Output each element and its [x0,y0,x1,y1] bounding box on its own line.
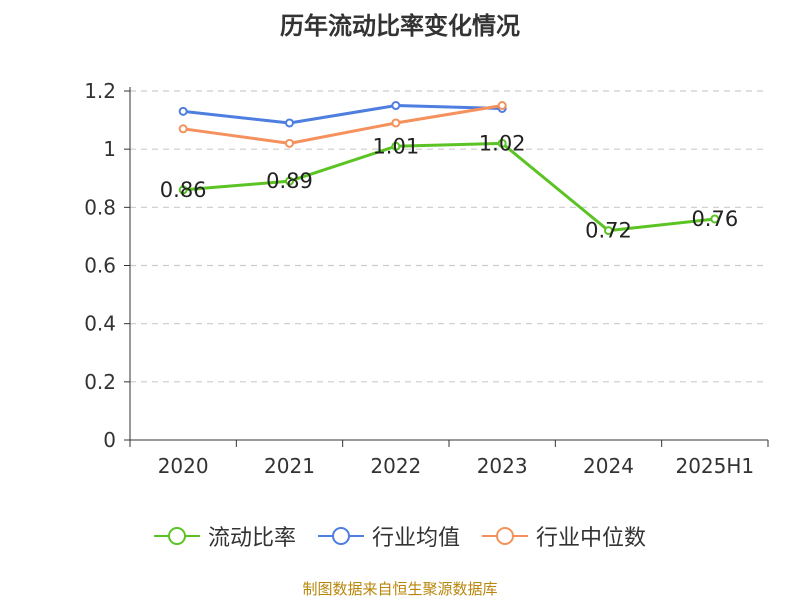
y-tick-label: 0.4 [84,312,116,336]
data-point-industry-median [391,118,401,128]
data-label: 0.72 [585,219,632,243]
x-tick-label: 2020 [158,454,209,478]
x-tick-label: 2023 [477,454,528,478]
x-tick-label: 2024 [583,454,634,478]
data-point-industry-mean [391,101,401,111]
legend-item-current-ratio[interactable]: 流动比率 [153,520,296,552]
data-point-industry-median [178,124,188,134]
x-tick-label: 2025H1 [675,454,754,478]
data-label: 1.02 [479,131,526,155]
axes: 0 0.2 0.4 0.6 0.8 1 1.2 2020 2021 2022 2023 2024 202… [84,79,769,478]
source-note: 制图数据来自恒生聚源数据库 [302,580,498,598]
legend-swatch-industry-median [482,527,528,545]
chart-title: 历年流动比率变化情况 [280,12,520,40]
legend: 流动比率 行业均值 行业中位数 [0,520,800,552]
y-tick-label: 1.2 [84,79,116,103]
data-label: 0.86 [160,178,207,202]
y-tick-label: 0.8 [84,195,116,219]
legend-item-industry-mean[interactable]: 行业均值 [317,520,460,552]
data-label: 0.76 [691,207,738,231]
data-labels: 0.86 0.89 1.01 1.02 0.72 0.76 [160,131,738,242]
x-tick-label: 2022 [370,454,421,478]
y-tick-label: 1 [103,137,116,161]
data-label: 1.01 [372,134,419,158]
legend-swatch-industry-mean [317,527,364,545]
grid-lines [130,90,768,383]
series-line-industry-mean [183,104,503,125]
data-point-current-ratio [178,185,188,195]
data-label: 0.89 [266,169,313,193]
data-point-industry-mean [285,118,294,128]
data-point-current-ratio [391,141,401,151]
legend-label-current-ratio: 流动比率 [207,526,296,551]
y-tick-label: 0.2 [84,370,116,394]
data-point-industry-mean [178,106,188,116]
legend-swatch-current-ratio [153,527,200,545]
data-point-industry-median [285,138,294,148]
series-line-current-ratio [183,141,715,233]
legend-label-industry-median: 行业中位数 [536,526,647,551]
x-tick-label: 2021 [264,454,315,478]
legend-label-industry-mean: 行业均值 [371,526,460,551]
y-tick-label: 0.6 [84,254,116,278]
data-point-current-ratio [497,138,507,148]
series-lines [178,101,720,236]
data-point-current-ratio [604,226,613,236]
data-point-industry-median [497,101,507,111]
legend-item-industry-median[interactable]: 行业中位数 [482,520,646,552]
y-tick-label: 0 [103,428,116,452]
data-point-current-ratio [285,176,294,186]
data-point-current-ratio [710,214,720,224]
series-line-industry-median [182,104,503,145]
